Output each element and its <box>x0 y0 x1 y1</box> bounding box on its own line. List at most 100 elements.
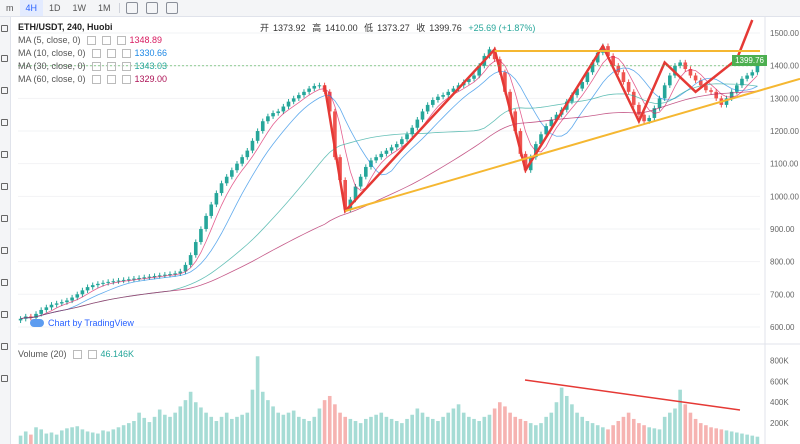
fib-icon[interactable] <box>1 87 8 94</box>
volume-bar <box>286 412 291 444</box>
volume-axis-label: 400K <box>770 398 789 407</box>
candle-body <box>199 228 203 243</box>
volume-bar <box>307 421 311 444</box>
legend-panel: ETH/USDT, 240, Huobi MA (5, close, 0) 134… <box>18 21 167 86</box>
timeframe-1w[interactable]: 1W <box>72 3 87 13</box>
candle-body <box>400 139 404 145</box>
timeframe-minutes[interactable]: m <box>6 3 14 13</box>
volume-bar <box>626 412 631 444</box>
timeframe-1m[interactable]: 1M <box>98 3 111 13</box>
ruler-icon[interactable] <box>1 215 8 222</box>
candle-body <box>430 100 435 105</box>
candle-body <box>415 119 420 128</box>
volume-axis-label: 200K <box>770 419 789 428</box>
candle-body <box>425 104 430 112</box>
candle-body <box>281 106 286 112</box>
text-icon[interactable] <box>1 151 8 158</box>
volume-bar <box>564 395 569 444</box>
bar-style-icon[interactable] <box>125 2 138 14</box>
volume-bar <box>204 412 208 444</box>
candle-body <box>39 309 43 314</box>
timeframe-1d[interactable]: 1D <box>49 3 61 13</box>
volume-bar <box>116 427 121 444</box>
volume-bar <box>430 418 435 444</box>
eye-icon[interactable] <box>91 75 101 84</box>
candle-body <box>126 279 131 281</box>
volume-bar <box>96 433 100 444</box>
price-axis-label: 1500.00 <box>770 29 799 38</box>
brush-icon[interactable] <box>1 119 8 126</box>
candle-body <box>420 111 425 120</box>
eye-icon[interactable] <box>91 62 101 71</box>
candle-body <box>740 78 744 86</box>
candle-body <box>441 95 445 97</box>
candle-body <box>245 150 250 158</box>
volume-bar <box>662 416 667 444</box>
ma10-row[interactable]: MA (10, close, 0) 1330.66 <box>18 48 168 58</box>
trash-icon[interactable] <box>1 375 8 382</box>
eye-icon[interactable] <box>72 349 82 359</box>
crosshair-icon[interactable] <box>1 25 8 32</box>
candle-body <box>142 277 147 279</box>
tradingview-branding[interactable]: Chart by TradingView <box>30 318 134 328</box>
candle-body <box>183 264 188 272</box>
pattern-icon[interactable] <box>1 183 8 190</box>
candle-body <box>709 90 713 92</box>
magnet-icon[interactable] <box>1 279 8 286</box>
candle-body <box>570 95 574 102</box>
volume-bar <box>59 430 64 444</box>
price-axis-label: 900.00 <box>770 225 795 234</box>
eye-icon[interactable] <box>86 36 96 45</box>
close-icon[interactable] <box>121 49 131 58</box>
candle-body <box>338 157 342 180</box>
volume-bar <box>163 414 167 444</box>
price-axis-label: 700.00 <box>770 290 795 299</box>
volume-bar <box>492 408 497 444</box>
volume-bar <box>518 418 523 444</box>
settings-icon[interactable] <box>101 36 111 45</box>
candle-body <box>477 65 481 76</box>
volume-bar <box>668 412 672 444</box>
volume-bar <box>400 423 404 444</box>
candle-body <box>121 279 126 281</box>
volume-bar <box>101 430 105 444</box>
ma60-row[interactable]: MA (60, close, 0) 1329.00 <box>18 74 168 84</box>
price-axis-label: 1000.00 <box>770 192 799 201</box>
candle-body <box>714 91 719 99</box>
timeframe-4h[interactable]: 4H <box>19 0 44 16</box>
volume-bar <box>441 416 445 444</box>
ma5-row[interactable]: MA (5, close, 0) 1348.89 <box>18 35 163 45</box>
close-icon[interactable] <box>121 62 131 71</box>
eye-icon[interactable] <box>1 343 8 350</box>
lock-icon[interactable] <box>1 311 8 318</box>
candle-body <box>446 91 451 96</box>
volume-axis-label: 800K <box>770 356 789 365</box>
candle-body <box>80 290 85 295</box>
candle-body <box>132 278 136 280</box>
volume-bar <box>621 416 626 444</box>
close-icon[interactable] <box>121 75 131 84</box>
indicators-icon[interactable] <box>145 2 158 14</box>
candle-body <box>580 82 585 89</box>
volume-bar <box>80 429 85 444</box>
candle-body <box>204 215 208 229</box>
volume-bar <box>44 433 49 444</box>
eye-icon[interactable] <box>91 49 101 58</box>
close-icon[interactable] <box>116 36 126 45</box>
trend-line-icon[interactable] <box>1 55 8 62</box>
zoom-icon[interactable] <box>1 247 8 254</box>
candle-body <box>188 255 193 265</box>
low-value: 1373.27 <box>377 23 410 33</box>
ma30-row[interactable]: MA (30, close, 0) 1343.03 <box>18 61 168 71</box>
candle-body <box>297 95 301 99</box>
candle-body <box>168 274 172 276</box>
candle-body <box>724 98 729 105</box>
settings-gear-icon[interactable] <box>165 2 178 14</box>
volume-bar <box>451 408 456 444</box>
settings-icon[interactable] <box>106 75 116 84</box>
volume-bar <box>394 421 399 444</box>
settings-icon[interactable] <box>106 62 116 71</box>
settings-icon[interactable] <box>106 49 116 58</box>
settings-icon[interactable] <box>87 349 97 359</box>
